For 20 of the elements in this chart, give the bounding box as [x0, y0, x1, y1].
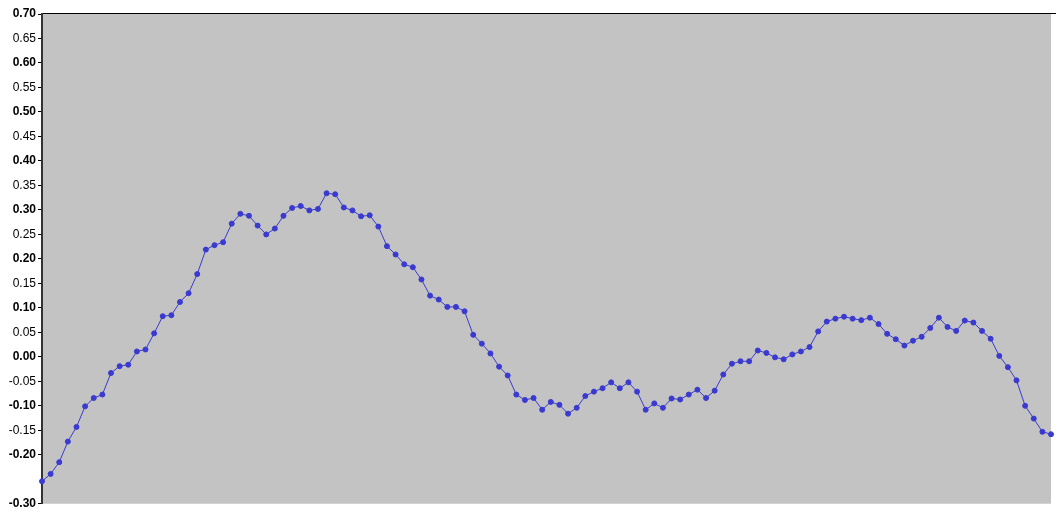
y-tick-label: 0.00 — [12, 349, 37, 364]
y-tick-label: 0.50 — [12, 104, 37, 119]
y-tick-label: -0.30 — [8, 496, 37, 511]
y-tick-label: 0.55 — [12, 79, 37, 94]
y-tick-label: 0.15 — [12, 275, 37, 290]
y-tick-label: 0.40 — [12, 153, 37, 168]
y-tick-label: 0.65 — [12, 30, 37, 45]
y-tick-label: -0.05 — [8, 373, 37, 388]
y-tick-label: 0.10 — [12, 300, 37, 315]
y-tick-label: 0.35 — [12, 177, 37, 192]
y-tick-label: 0.25 — [12, 226, 37, 241]
y-tick-label: -0.10 — [8, 398, 37, 413]
y-tick-label: 0.05 — [12, 324, 37, 339]
y-tick-label: 0.20 — [12, 251, 37, 266]
y-tick-label: 0.70 — [12, 6, 37, 21]
y-tick-label: 0.60 — [12, 55, 37, 70]
y-tick-label: -0.20 — [8, 447, 37, 462]
y-tick-label: 0.45 — [12, 128, 37, 143]
y-tick-label: -0.15 — [8, 422, 37, 437]
y-tick-label: 0.30 — [12, 202, 37, 217]
